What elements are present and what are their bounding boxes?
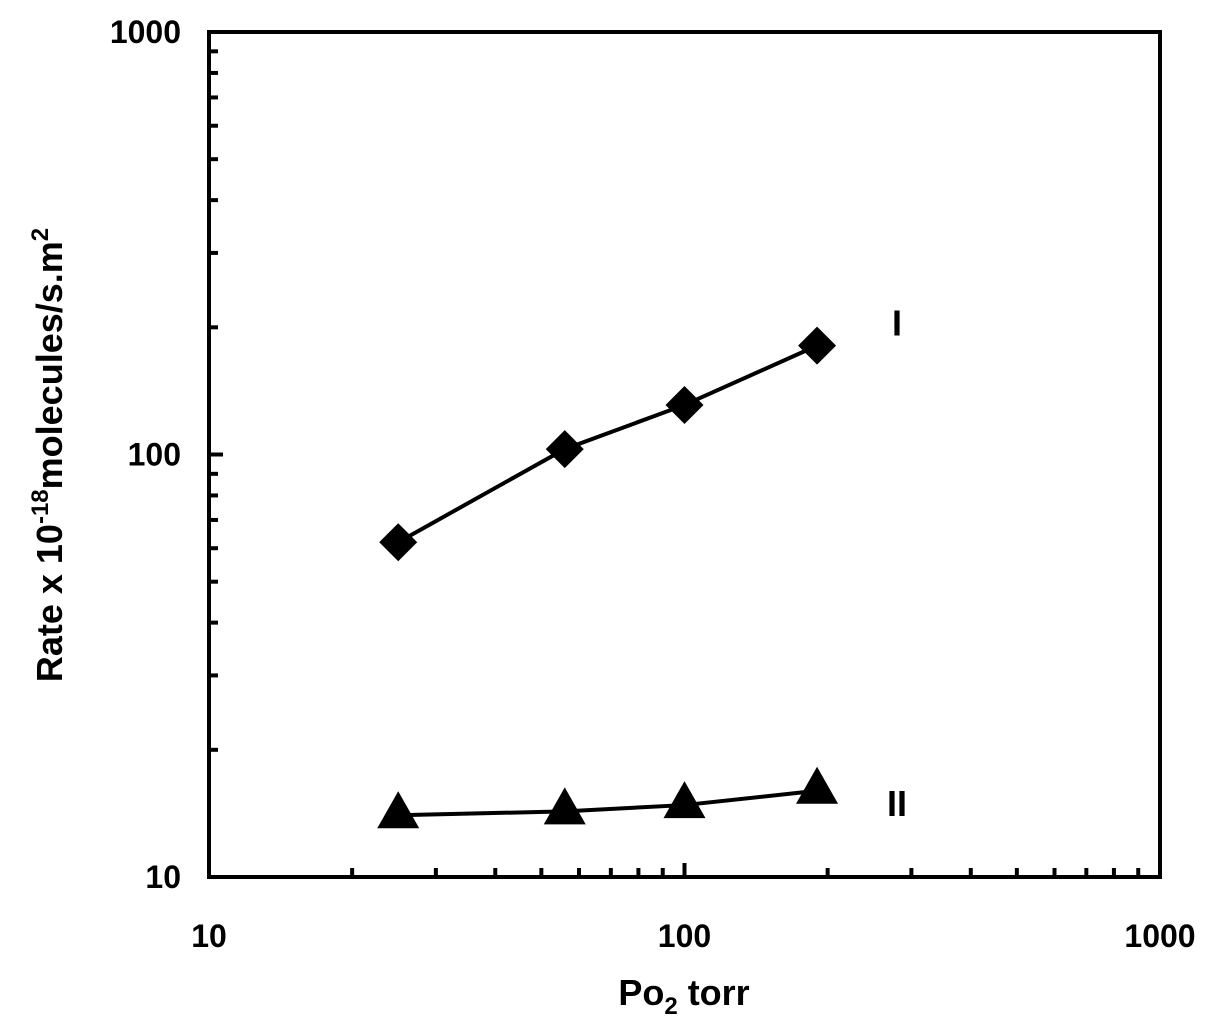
x-tick-label: 10 bbox=[191, 918, 227, 954]
x-axis-label: Po2 torr bbox=[618, 972, 749, 1020]
plot-frame bbox=[207, 30, 1162, 879]
y-axis-label: Rate x 10-18molecules/s.m2 bbox=[27, 228, 70, 682]
x-tick-label: 100 bbox=[658, 918, 711, 954]
x-tick-label: 1000 bbox=[1124, 918, 1195, 954]
marker bbox=[377, 791, 420, 829]
y-tick-label: 100 bbox=[128, 437, 181, 473]
marker bbox=[545, 430, 584, 469]
series-label: I bbox=[892, 303, 902, 344]
series-line bbox=[398, 788, 818, 818]
series-label: II bbox=[887, 783, 907, 824]
marker bbox=[796, 766, 839, 804]
marker bbox=[798, 326, 837, 365]
marker bbox=[543, 787, 586, 825]
series-line bbox=[397, 343, 818, 544]
marker bbox=[665, 385, 704, 424]
marker bbox=[379, 523, 418, 562]
y-tick-label: 1000 bbox=[110, 14, 181, 50]
y-tick-label: 10 bbox=[145, 859, 181, 895]
marker bbox=[663, 781, 706, 819]
